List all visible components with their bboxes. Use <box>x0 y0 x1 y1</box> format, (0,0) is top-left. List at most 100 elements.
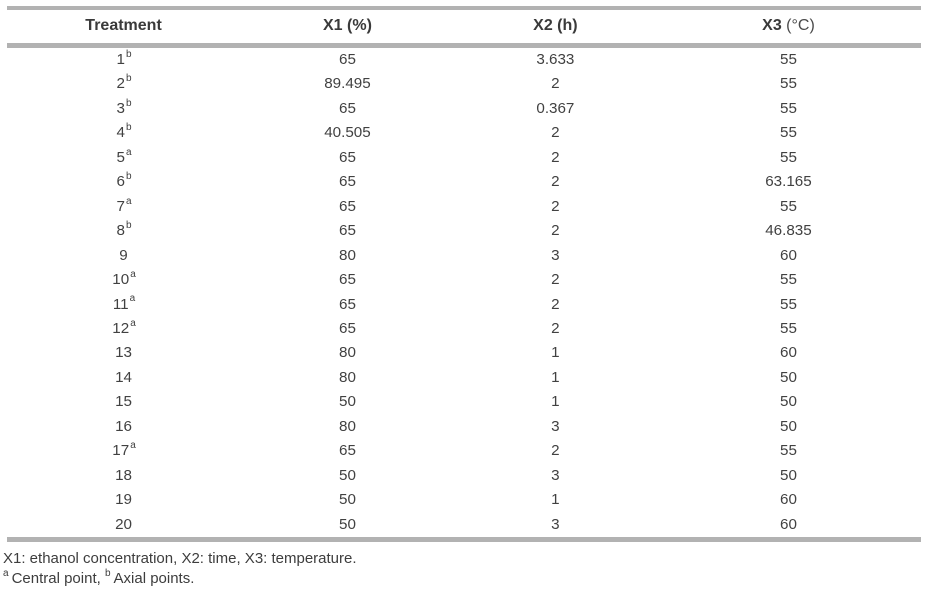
treatment-number: 7 <box>116 197 125 215</box>
treatment-number: 2 <box>116 75 125 93</box>
treatment-superscript: b <box>125 73 132 85</box>
footnote-part: a Central point, <box>3 568 105 588</box>
x1-cell: 65 <box>339 197 356 215</box>
x1-cell: 50 <box>339 491 356 509</box>
treatment-cell: 15 <box>7 390 240 414</box>
treatment-superscript: a <box>130 440 136 452</box>
x2-cell: 3 <box>551 246 560 264</box>
treatment-cell: 5a <box>7 146 240 170</box>
treatment-number: 4 <box>116 124 125 142</box>
x1-cell: 80 <box>339 417 356 435</box>
table-row: 19 50 1 60 <box>7 488 921 512</box>
x2-cell: 3 <box>551 466 560 484</box>
x3-cell: 50 <box>780 368 797 386</box>
treatment-cell: 1b <box>7 46 240 73</box>
treatment-number: 3 <box>116 99 125 117</box>
treatment-cell: 20 <box>7 512 241 543</box>
footnote-superscript-b: b <box>104 568 111 580</box>
x1-cell: 65 <box>339 148 356 166</box>
x3-cell: 60 <box>780 344 797 362</box>
x3-cell: 55 <box>780 295 797 313</box>
treatment-number: 17 <box>112 442 130 460</box>
column-header-label: X1 <box>322 17 343 34</box>
table-row: 8b 65 2 46.835 <box>7 219 921 243</box>
treatment-cell: 9 <box>7 244 240 268</box>
treatment-cell: 18 <box>7 464 240 488</box>
x1-cell: 65 <box>339 319 356 337</box>
x1-cell: 65 <box>339 442 356 460</box>
treatment-cell: 2b <box>7 72 240 96</box>
table-header-row: Treatment X1 (%) X2 (h) X3 (°C) <box>7 6 921 48</box>
treatment-cell: 7a <box>7 195 240 219</box>
treatment-superscript: a <box>130 317 136 329</box>
x3-cell: 55 <box>780 442 797 460</box>
treatment-number: 14 <box>115 368 132 386</box>
table-row: 14 80 1 50 <box>7 366 921 390</box>
x3-cell: 55 <box>780 51 797 68</box>
x2-cell: 2 <box>551 271 560 289</box>
treatment-number: 6 <box>116 173 125 191</box>
table-row: 16 80 3 50 <box>7 415 921 439</box>
treatment-cell: 12a <box>7 317 240 341</box>
treatment-number: 5 <box>116 148 125 166</box>
column-header-x3: X3 (°C) <box>655 6 921 48</box>
x2-cell: 2 <box>551 222 560 240</box>
column-header-x1: X1 (%) <box>240 6 455 48</box>
footnote-point-definitions: a Central point, b Axial points. <box>3 569 921 589</box>
treatment-cell: 13 <box>7 341 240 365</box>
column-header-unit: (°C) <box>786 17 815 34</box>
treatment-number: 9 <box>119 246 128 264</box>
x1-cell: 40.505 <box>324 124 371 142</box>
column-header-treatment: Treatment <box>7 6 241 48</box>
column-header-label: Treatment <box>85 17 162 34</box>
x1-cell: 50 <box>240 512 455 543</box>
x3-cell: 60 <box>780 491 797 509</box>
x2-cell: 3.633 <box>536 51 575 68</box>
x2-cell: 2 <box>551 319 560 337</box>
column-header-x2: X2 (h) <box>454 6 656 48</box>
x3-cell: 46.835 <box>765 222 812 240</box>
table-row: 20 50 3 60 <box>7 512 921 543</box>
treatment-number: 16 <box>115 417 132 435</box>
x2-cell: 1 <box>551 491 560 509</box>
treatment-number: 10 <box>112 271 130 289</box>
x1-cell: 80 <box>339 344 356 362</box>
x2-cell: 2 <box>551 197 560 215</box>
treatment-superscript: b <box>125 122 132 134</box>
treatment-superscript: b <box>125 97 132 109</box>
x2-cell: 2 <box>551 148 560 166</box>
treatment-number: 15 <box>115 393 132 411</box>
treatment-cell: 16 <box>7 415 240 439</box>
table-row: 7a 65 2 55 <box>7 195 921 219</box>
x2-cell: 2 <box>551 295 560 313</box>
table-row: 5a 65 2 55 <box>7 146 921 170</box>
x2-cell: 2 <box>551 75 560 93</box>
x3-cell: 50 <box>780 393 797 411</box>
x2-cell: 1 <box>551 368 560 386</box>
treatment-number: 13 <box>115 344 132 362</box>
x3-cell: 60 <box>655 512 921 543</box>
x3-cell: 55 <box>780 271 797 289</box>
table-row: 6b 65 2 63.165 <box>7 170 921 194</box>
x3-cell: 55 <box>780 99 797 117</box>
x2-cell: 3 <box>454 512 656 543</box>
x2-cell: 2 <box>551 173 560 191</box>
column-header-label: X2 <box>533 17 553 34</box>
x3-cell: 60 <box>780 246 797 264</box>
footnote-part: b Axial points. <box>104 568 194 588</box>
treatment-superscript: a <box>129 293 136 305</box>
x1-cell: 65 <box>339 271 356 289</box>
x1-cell: 65 <box>339 295 356 313</box>
x2-cell: 1 <box>551 344 560 362</box>
treatment-design-table-wrap: Treatment X1 (%) X2 (h) X3 (°C) 1b 65 3.… <box>7 6 921 543</box>
table-row: 15 50 1 50 <box>7 390 921 414</box>
treatment-cell: 3b <box>7 97 240 121</box>
treatment-number: 11 <box>112 295 129 313</box>
column-header-label: X3 <box>762 17 782 34</box>
table-row: 18 50 3 50 <box>7 464 921 488</box>
table-row: 12a 65 2 55 <box>7 317 921 341</box>
x3-cell: 50 <box>780 466 797 484</box>
footnote-superscript-a: a <box>3 568 9 580</box>
treatment-cell: 6b <box>7 170 240 194</box>
footnote-variable-definitions: X1: ethanol concentration, X2: time, X3:… <box>3 550 357 568</box>
